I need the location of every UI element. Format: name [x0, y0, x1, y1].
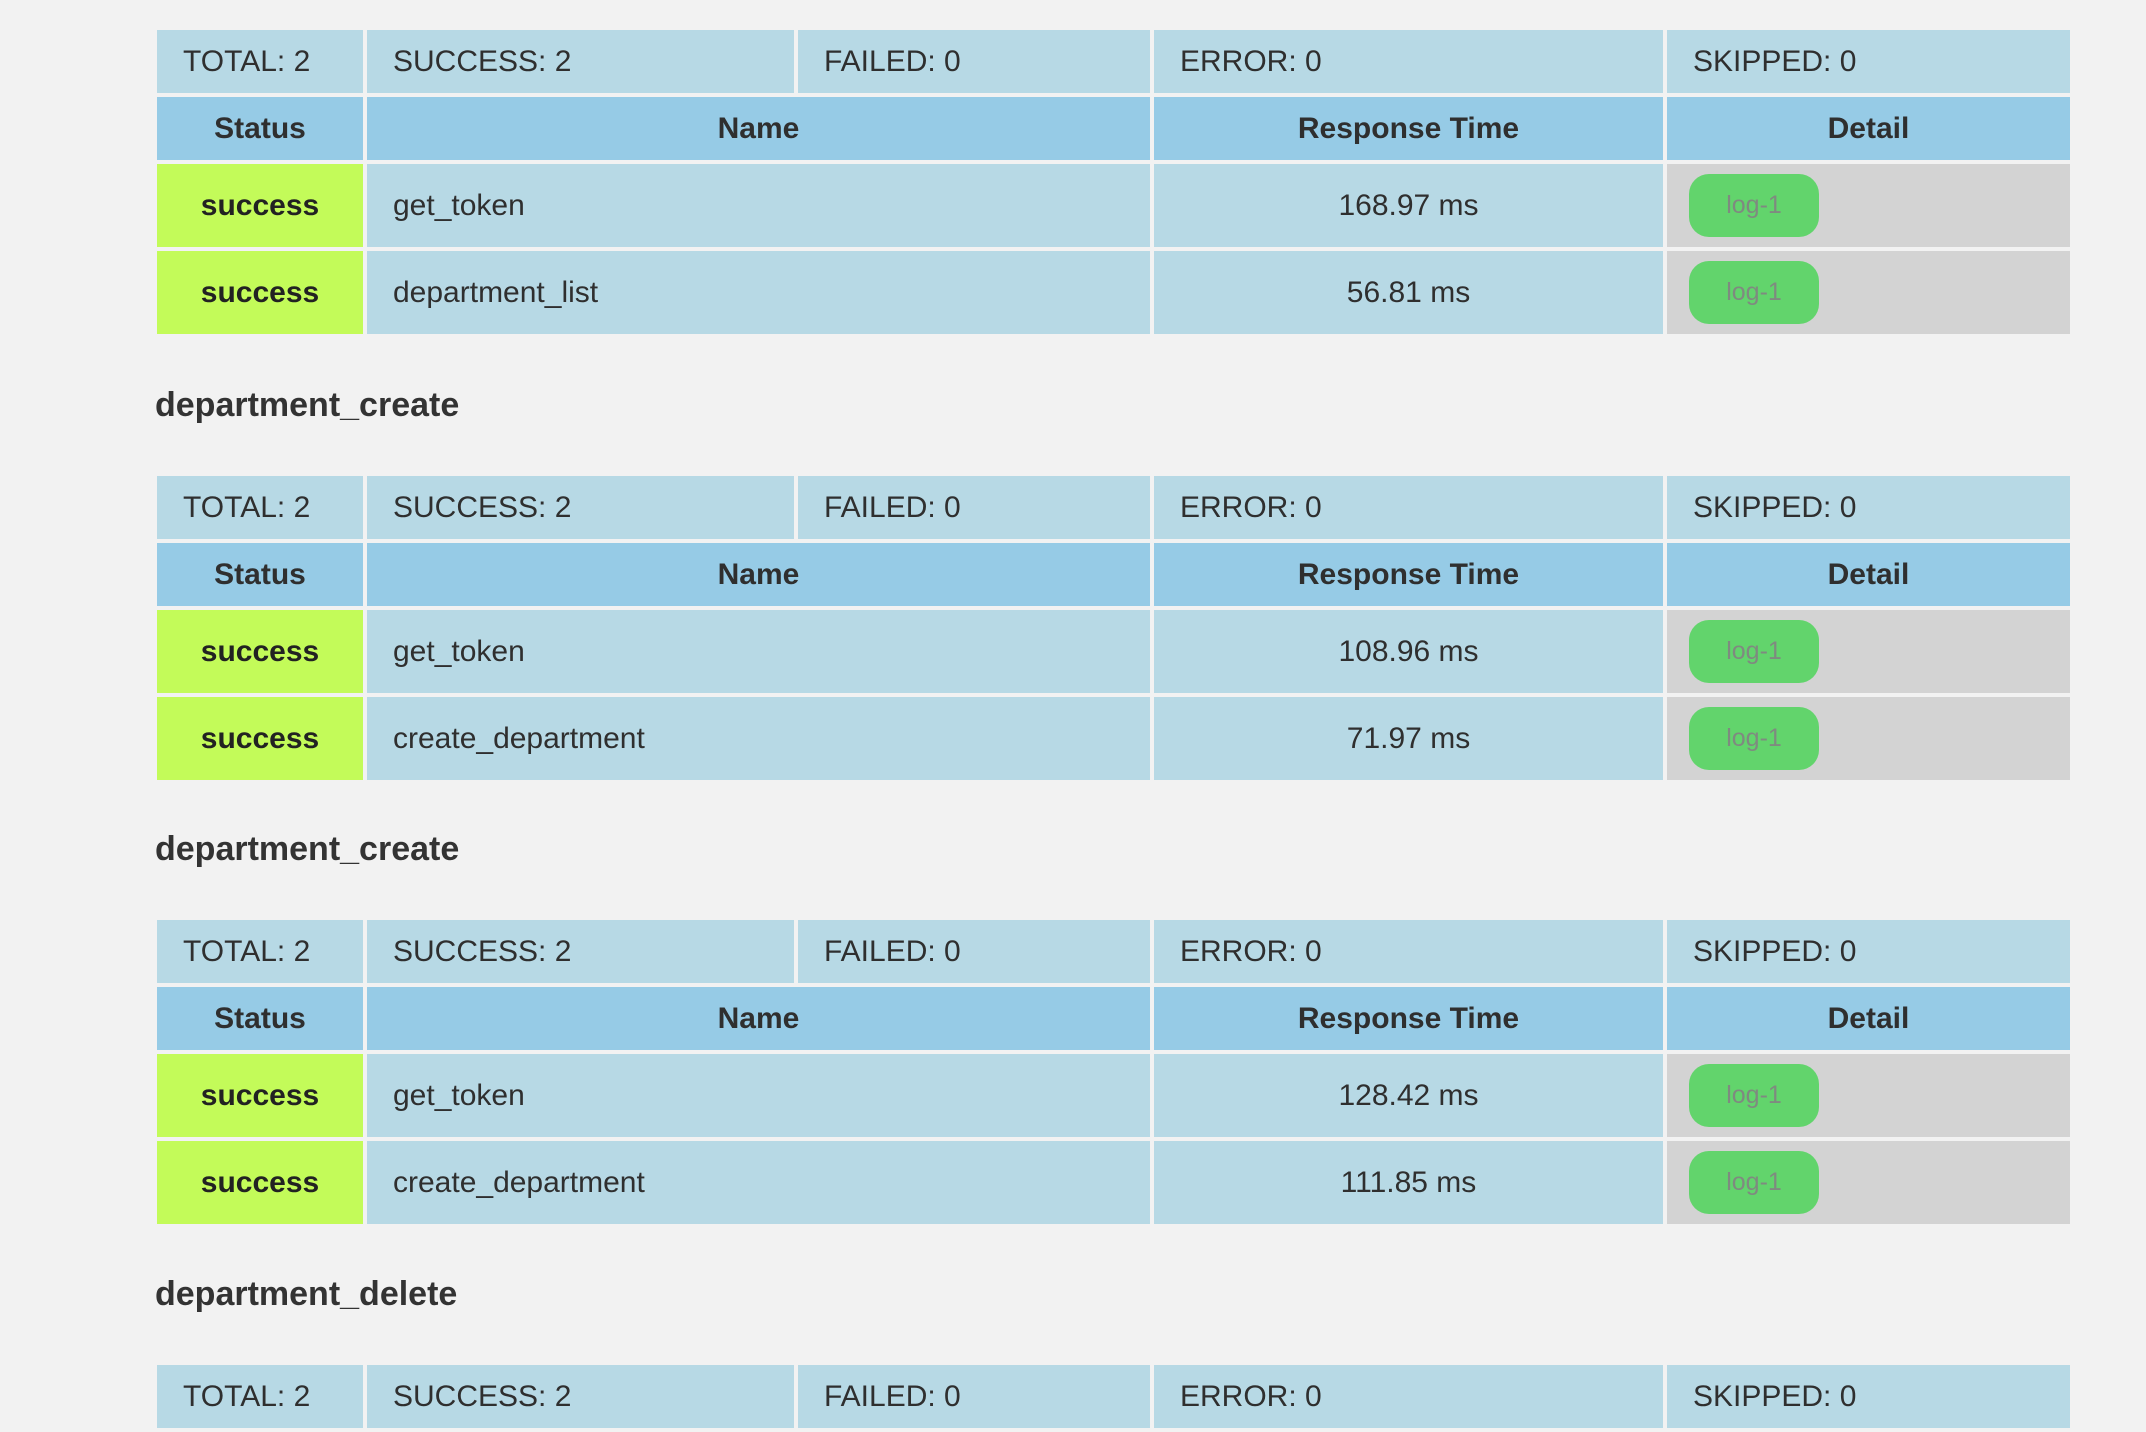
summary-success: SUCCESS: 2 — [367, 30, 794, 93]
response-time: 56.81 ms — [1154, 251, 1663, 334]
section-title: department_delete — [155, 1275, 458, 1313]
detail-cell: log-1 — [1667, 610, 2070, 693]
column-header-name: Name — [367, 97, 1150, 160]
test-suite-table: TOTAL: 2 SUCCESS: 2 FAILED: 0 ERROR: 0 SKIPP… — [157, 30, 2070, 338]
log-button[interactable]: log-1 — [1689, 261, 1819, 324]
log-button[interactable]: log-1 — [1689, 174, 1819, 237]
summary-error: ERROR: 0 — [1154, 1365, 1663, 1428]
status-badge: success — [157, 164, 363, 247]
section-title: department_create — [155, 386, 460, 424]
detail-cell: log-1 — [1667, 251, 2070, 334]
summary-success: SUCCESS: 2 — [367, 1365, 794, 1428]
summary-failed: FAILED: 0 — [798, 476, 1150, 539]
column-header-status: Status — [157, 987, 363, 1050]
summary-success: SUCCESS: 2 — [367, 476, 794, 539]
test-name: get_token — [367, 610, 1150, 693]
test-name: get_token — [367, 1054, 1150, 1137]
table-row: success create_department 71.97 ms log-1 — [157, 697, 2070, 780]
table-row: success department_list 56.81 ms log-1 — [157, 251, 2070, 334]
log-button[interactable]: log-1 — [1689, 1064, 1819, 1127]
status-badge: success — [157, 610, 363, 693]
response-time: 168.97 ms — [1154, 164, 1663, 247]
column-header-name: Name — [367, 543, 1150, 606]
column-header-status: Status — [157, 97, 363, 160]
response-time: 111.85 ms — [1154, 1141, 1663, 1224]
response-time: 108.96 ms — [1154, 610, 1663, 693]
column-header-detail: Detail — [1667, 543, 2070, 606]
status-badge: success — [157, 697, 363, 780]
summary-row: TOTAL: 2 SUCCESS: 2 FAILED: 0 ERROR: 0 SKIPP… — [157, 1365, 2070, 1428]
detail-cell: log-1 — [1667, 164, 2070, 247]
column-header-detail: Detail — [1667, 97, 2070, 160]
summary-total: TOTAL: 2 — [157, 476, 363, 539]
section-title: department_create — [155, 830, 460, 868]
detail-cell: log-1 — [1667, 1141, 2070, 1224]
summary-total: TOTAL: 2 — [157, 920, 363, 983]
summary-failed: FAILED: 0 — [798, 1365, 1150, 1428]
test-name: department_list — [367, 251, 1150, 334]
header-row: Status Name Response Time Detail — [157, 543, 2070, 606]
summary-skipped: SKIPPED: 0 — [1667, 476, 2070, 539]
test-suite-table: TOTAL: 2 SUCCESS: 2 FAILED: 0 ERROR: 0 SKIPP… — [157, 476, 2070, 784]
summary-success: SUCCESS: 2 — [367, 920, 794, 983]
summary-total: TOTAL: 2 — [157, 1365, 363, 1428]
test-name: create_department — [367, 1141, 1150, 1224]
summary-skipped: SKIPPED: 0 — [1667, 920, 2070, 983]
column-header-detail: Detail — [1667, 987, 2070, 1050]
column-header-time: Response Time — [1154, 987, 1663, 1050]
summary-skipped: SKIPPED: 0 — [1667, 30, 2070, 93]
summary-failed: FAILED: 0 — [798, 920, 1150, 983]
table-row: success get_token 128.42 ms log-1 — [157, 1054, 2070, 1137]
summary-total: TOTAL: 2 — [157, 30, 363, 93]
column-header-time: Response Time — [1154, 97, 1663, 160]
test-suite-table: TOTAL: 2 SUCCESS: 2 FAILED: 0 ERROR: 0 SKIPP… — [157, 920, 2070, 1228]
summary-row: TOTAL: 2 SUCCESS: 2 FAILED: 0 ERROR: 0 SKIPP… — [157, 30, 2070, 93]
summary-error: ERROR: 0 — [1154, 476, 1663, 539]
status-badge: success — [157, 251, 363, 334]
detail-cell: log-1 — [1667, 697, 2070, 780]
log-button[interactable]: log-1 — [1689, 1151, 1819, 1214]
response-time: 128.42 ms — [1154, 1054, 1663, 1137]
log-button[interactable]: log-1 — [1689, 707, 1819, 770]
detail-cell: log-1 — [1667, 1054, 2070, 1137]
status-badge: success — [157, 1141, 363, 1224]
table-row: success get_token 168.97 ms log-1 — [157, 164, 2070, 247]
summary-row: TOTAL: 2 SUCCESS: 2 FAILED: 0 ERROR: 0 SKIPP… — [157, 920, 2070, 983]
summary-row: TOTAL: 2 SUCCESS: 2 FAILED: 0 ERROR: 0 SKIPP… — [157, 476, 2070, 539]
header-row: Status Name Response Time Detail — [157, 987, 2070, 1050]
log-button[interactable]: log-1 — [1689, 620, 1819, 683]
summary-skipped: SKIPPED: 0 — [1667, 1365, 2070, 1428]
table-row: success create_department 111.85 ms log-1 — [157, 1141, 2070, 1224]
header-row: Status Name Response Time Detail — [157, 97, 2070, 160]
summary-error: ERROR: 0 — [1154, 920, 1663, 983]
summary-failed: FAILED: 0 — [798, 30, 1150, 93]
response-time: 71.97 ms — [1154, 697, 1663, 780]
column-header-name: Name — [367, 987, 1150, 1050]
column-header-status: Status — [157, 543, 363, 606]
table-row: success get_token 108.96 ms log-1 — [157, 610, 2070, 693]
test-name: create_department — [367, 697, 1150, 780]
test-name: get_token — [367, 164, 1150, 247]
status-badge: success — [157, 1054, 363, 1137]
column-header-time: Response Time — [1154, 543, 1663, 606]
test-suite-table: TOTAL: 2 SUCCESS: 2 FAILED: 0 ERROR: 0 SKIPP… — [157, 1365, 2070, 1432]
summary-error: ERROR: 0 — [1154, 30, 1663, 93]
